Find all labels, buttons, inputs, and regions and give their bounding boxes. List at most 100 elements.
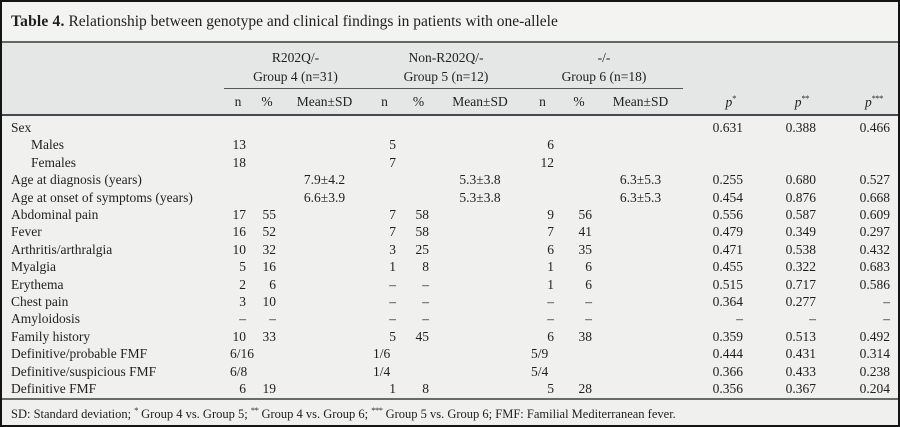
group5-percent: 25: [415, 241, 430, 257]
group5-n: 7: [389, 207, 396, 223]
p-value-3: [824, 154, 898, 171]
p-value-1: 0.366: [712, 363, 743, 379]
group6-n-header: n: [525, 88, 560, 116]
empty-header-cell: [683, 66, 898, 89]
row-label: Females: [31, 154, 76, 170]
group4-n-of-total: 6/16: [230, 346, 255, 362]
group4-percent: 33: [262, 328, 277, 344]
table-row: Sex 0.631 0.388 0.466: [2, 115, 898, 136]
group4-n: 16: [232, 224, 247, 240]
group6-percent: 38: [578, 328, 593, 344]
table-row: Family history 10 33 5 45 6 38 0.359 0.513 0.492: [2, 328, 898, 345]
group6-mean-sd: [598, 154, 683, 171]
group6-mean-sd: [598, 136, 683, 153]
group5-n: 1: [389, 259, 396, 275]
p-value-1: 0.454: [712, 189, 743, 205]
p-value-1: 0.364: [712, 294, 743, 310]
group5-mean-sd: 5.3±3.8: [459, 189, 501, 205]
row-label: Amyloidosis: [11, 311, 81, 327]
p-value-2: 0.876: [785, 189, 816, 205]
group4-mean-sd: [282, 276, 367, 293]
p-value-2: 0.322: [785, 259, 816, 275]
p-value-1: 0.631: [712, 120, 743, 135]
group6-percent: –: [585, 311, 592, 327]
subcolumn-row: n % Mean±SD n % Mean±SD n % Mean±SD p* p…: [2, 88, 898, 116]
group6-percent: [560, 171, 598, 188]
p-value-3: 0.492: [859, 328, 890, 344]
group4-percent: 55: [262, 207, 277, 223]
group6-n: 6: [547, 137, 554, 153]
group4-mean-sd: [282, 345, 367, 362]
p-value-3: 0.314: [859, 346, 890, 362]
group5-mean-sd: 5.3±3.8: [459, 172, 501, 188]
p-label: p: [794, 94, 802, 109]
row-label: Fever: [11, 224, 42, 240]
p-value-2: 0.277: [785, 294, 816, 310]
group5-n: [367, 171, 402, 188]
footnote-row: SD: Standard deviation; * Group 4 vs. Gr…: [2, 397, 898, 425]
group6-mean-sd: [598, 293, 683, 310]
group5-percent: 58: [415, 207, 430, 223]
p-value-3: 0.297: [859, 224, 890, 240]
group4-genotype: R202Q/-: [271, 50, 320, 65]
table-row: Definitive/suspicious FMF 6/8 1/4 5/4 0.366 0…: [2, 363, 898, 380]
table-row: Age at onset of symptoms (years) 6.6±3.9 5…: [2, 189, 898, 206]
row-label: Definitive FMF: [11, 381, 97, 397]
p-value-1: 0.556: [712, 207, 743, 223]
group5-n: –: [389, 294, 396, 310]
group6-mean-sd: [598, 241, 683, 258]
table-row: Erythema 2 6 – – 1 6 0.515 0.717 0.586: [2, 276, 898, 293]
group4-n: 10: [232, 328, 247, 344]
table-row: Age at diagnosis (years) 7.9±4.2 5.3±3.8 6.…: [2, 171, 898, 188]
group4-mean-sd: [282, 293, 367, 310]
p-value-3: 0.668: [859, 189, 890, 205]
group4-n: 6: [239, 381, 246, 397]
p-value-3: 0.683: [859, 259, 890, 275]
table-row: Females 18 7 12: [2, 154, 898, 171]
group5-n: 7: [389, 224, 396, 240]
p-value-2: 0.538: [785, 241, 816, 257]
p-value-2: 0.349: [785, 224, 816, 240]
footnote-text: SD: Standard deviation; * Group 4 vs. Gr…: [2, 397, 898, 425]
group4-n: [224, 171, 252, 188]
group5-n: –: [389, 311, 396, 327]
p-value-2: [751, 154, 824, 171]
group5-n: 5: [389, 328, 396, 344]
group4-name: Group 4 (n=31): [224, 66, 367, 89]
group4-percent: 52: [262, 224, 277, 240]
p-value-2: –: [809, 311, 816, 327]
table-row: Chest pain 3 10 – – – – 0.364 0.277 –: [2, 293, 898, 310]
p-label: p: [865, 94, 872, 109]
p-value-1: [683, 136, 751, 153]
table-title: Table 4. Relationship between genotype a…: [2, 2, 898, 43]
p-value-3: –: [883, 311, 890, 327]
p-triplestar-sup: ***: [871, 92, 884, 103]
p-value-3: 0.204: [859, 381, 890, 397]
group4-percent: [252, 115, 282, 136]
group5-mean-sd: [435, 154, 525, 171]
group6-n: 1: [547, 259, 554, 275]
group5-n: –: [389, 276, 396, 292]
group6-n: –: [547, 311, 554, 327]
group5-mean-sd: [435, 258, 525, 275]
group5-n: 5: [389, 137, 396, 153]
group5-n-of-total: 1/4: [373, 363, 391, 379]
group4-mean-sd: 7.9±4.2: [303, 172, 346, 188]
group4-n: 5: [239, 259, 246, 275]
p-value-1: 0.471: [712, 241, 743, 257]
group4-percent: [252, 154, 282, 171]
group5-percent: [402, 115, 435, 136]
table-row: Myalgia 5 16 1 8 1 6 0.455 0.322 0.683: [2, 258, 898, 275]
p-value-1: 0.356: [712, 381, 743, 397]
group4-n: 18: [232, 154, 247, 170]
group6-mean-sd: [598, 115, 683, 136]
group4-mean-sd: 6.6±3.9: [303, 189, 346, 205]
group6-mean-sd: 6.3±5.3: [619, 172, 662, 188]
group4-meansd-header: Mean±SD: [282, 88, 367, 116]
p-value-2: 0.431: [785, 346, 816, 362]
group6-mean-sd: [598, 363, 683, 380]
group4-n: 17: [232, 207, 247, 223]
group6-n-of-total: 5/4: [531, 363, 549, 379]
group4-percent: 6: [269, 276, 276, 292]
